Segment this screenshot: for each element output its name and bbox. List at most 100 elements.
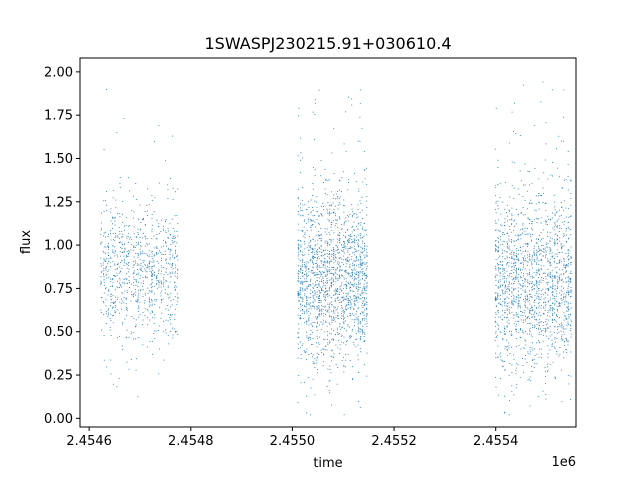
data-point — [536, 243, 538, 245]
data-point — [364, 333, 366, 335]
data-point — [125, 254, 127, 256]
data-point — [531, 239, 532, 241]
data-point — [308, 268, 310, 269]
data-point — [105, 312, 107, 314]
data-point — [511, 291, 513, 293]
data-point — [547, 236, 549, 237]
data-point — [506, 264, 507, 266]
data-point — [565, 230, 567, 232]
data-point — [330, 205, 332, 207]
data-point — [506, 280, 508, 282]
data-point — [554, 285, 556, 286]
data-point — [337, 278, 339, 280]
data-point — [171, 265, 173, 267]
data-point — [297, 243, 299, 245]
data-point — [310, 212, 312, 214]
data-point — [318, 305, 320, 306]
data-point — [531, 289, 533, 291]
data-point — [528, 290, 530, 292]
data-point — [563, 333, 565, 335]
data-point — [108, 269, 110, 271]
data-point — [140, 253, 142, 255]
data-point — [563, 319, 565, 321]
data-point — [366, 234, 368, 236]
data-point — [146, 215, 148, 216]
data-point — [358, 283, 359, 285]
data-point — [559, 274, 561, 276]
data-point — [133, 245, 135, 247]
data-point — [142, 295, 144, 297]
data-point — [359, 89, 361, 91]
data-point — [499, 264, 501, 265]
data-point — [345, 305, 347, 307]
data-point — [339, 352, 341, 354]
data-point — [552, 307, 553, 309]
data-point — [148, 254, 150, 256]
data-point — [323, 271, 325, 273]
data-point — [140, 282, 142, 284]
data-point — [549, 271, 551, 273]
data-point — [522, 312, 524, 313]
data-point — [361, 263, 363, 264]
data-point — [349, 283, 351, 285]
data-point — [525, 355, 526, 356]
data-point — [522, 84, 524, 86]
data-point — [531, 334, 533, 336]
data-point — [504, 412, 505, 414]
data-point — [357, 354, 359, 356]
data-point — [314, 244, 316, 246]
data-point — [169, 314, 171, 315]
data-point — [517, 313, 519, 315]
data-point — [161, 312, 163, 314]
data-point — [544, 255, 546, 257]
data-point — [151, 271, 153, 273]
data-point — [331, 349, 333, 351]
data-point — [300, 137, 302, 139]
data-point — [538, 218, 540, 220]
data-point — [561, 251, 563, 253]
data-point — [140, 241, 141, 243]
data-point — [308, 308, 310, 310]
data-point — [339, 238, 341, 240]
data-point — [330, 224, 332, 226]
data-point — [511, 311, 513, 313]
data-point — [534, 355, 536, 356]
data-point — [169, 273, 171, 275]
data-point — [333, 255, 335, 257]
data-point — [565, 271, 567, 273]
data-point — [316, 250, 318, 252]
data-point — [511, 385, 513, 387]
data-point — [320, 234, 322, 236]
data-point — [328, 289, 330, 291]
data-point — [129, 225, 131, 226]
data-point — [297, 229, 299, 231]
data-point — [306, 323, 307, 325]
data-point — [304, 267, 306, 269]
data-point — [310, 199, 312, 201]
data-point — [502, 361, 504, 363]
data-point — [515, 373, 517, 375]
data-point — [132, 217, 134, 219]
data-point — [538, 302, 540, 303]
data-point — [333, 316, 334, 318]
data-point — [163, 285, 164, 287]
data-point — [318, 315, 320, 317]
data-point — [343, 250, 345, 252]
data-point — [145, 238, 147, 240]
data-point — [174, 230, 175, 232]
data-point — [330, 261, 332, 262]
data-point — [565, 263, 567, 265]
data-point — [506, 241, 508, 243]
data-point — [312, 111, 314, 113]
data-point — [366, 207, 368, 208]
data-point — [559, 324, 560, 326]
data-point — [329, 212, 331, 214]
data-point — [328, 270, 330, 272]
data-point — [513, 265, 515, 267]
data-point — [320, 275, 322, 277]
data-point — [523, 214, 525, 216]
data-point — [108, 314, 110, 316]
data-point — [558, 331, 560, 333]
data-point — [513, 130, 514, 132]
data-point — [140, 251, 141, 253]
